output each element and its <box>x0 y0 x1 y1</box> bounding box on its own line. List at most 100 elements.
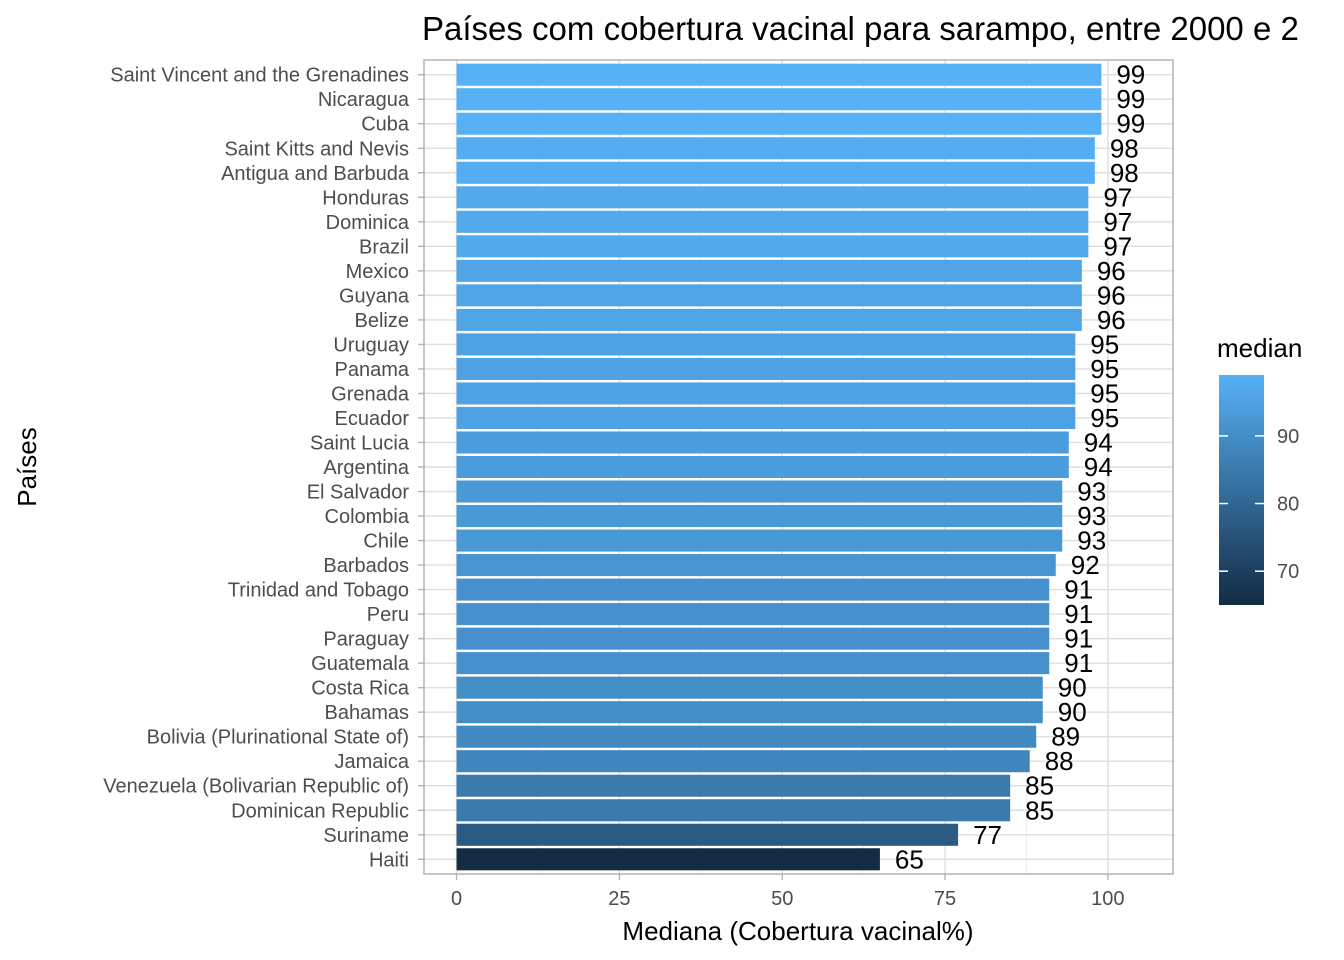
y-tick-label: Uruguay <box>333 334 409 356</box>
bar-value-label: 97 <box>1103 207 1132 237</box>
y-tick-label: Dominica <box>326 212 410 234</box>
legend-title: median <box>1217 333 1302 363</box>
y-tick-label: Trinidad and Tobago <box>228 580 409 602</box>
bar <box>456 799 1011 822</box>
bar <box>456 112 1102 135</box>
bar-value-label: 90 <box>1058 673 1087 703</box>
x-tick-label: 25 <box>608 888 630 910</box>
legend-tick-label: 70 <box>1277 561 1299 583</box>
bar <box>456 259 1082 282</box>
x-tick-label: 100 <box>1091 888 1124 910</box>
bar <box>456 701 1043 724</box>
bar-value-label: 96 <box>1097 305 1126 335</box>
legend-colorbar <box>1219 375 1264 605</box>
bar <box>456 725 1037 748</box>
x-axis-title: Mediana (Cobertura vacinal%) <box>622 916 973 946</box>
bar <box>456 529 1063 552</box>
y-tick-label: Honduras <box>322 187 409 209</box>
bar-value-label: 97 <box>1103 231 1132 261</box>
bar <box>456 505 1063 528</box>
bar-value-label: 92 <box>1071 550 1100 580</box>
y-tick-label: Saint Lucia <box>310 432 410 454</box>
y-tick-label: Argentina <box>323 457 409 479</box>
bar-value-label: 96 <box>1097 256 1126 286</box>
y-tick-label: Bahamas <box>325 702 410 724</box>
bar-value-label: 85 <box>1025 771 1054 801</box>
x-tick-label: 0 <box>451 888 462 910</box>
bar-value-label: 89 <box>1051 722 1080 752</box>
bar-value-label: 88 <box>1045 746 1074 776</box>
bar <box>456 823 959 846</box>
bar <box>456 333 1076 356</box>
bar-labels: 9999999898979797969696959595959494939393… <box>895 60 1145 875</box>
bar <box>456 406 1076 429</box>
bar <box>456 603 1050 626</box>
y-tick-label: Jamaica <box>335 751 410 773</box>
y-tick-label: Haiti <box>369 849 409 871</box>
bar-value-label: 77 <box>973 820 1002 850</box>
y-tick-label: Guyana <box>339 285 410 307</box>
bar-value-label: 91 <box>1064 624 1093 654</box>
bar <box>456 578 1050 601</box>
bar <box>456 774 1011 797</box>
bar <box>456 186 1089 209</box>
bars <box>456 63 1102 871</box>
bar-value-label: 91 <box>1064 599 1093 629</box>
bar <box>456 455 1069 479</box>
bar-value-label: 93 <box>1077 477 1106 507</box>
bar <box>456 750 1030 773</box>
bar <box>456 210 1089 233</box>
bar <box>456 652 1050 675</box>
y-tick-label: Bolivia (Plurinational State of) <box>147 727 409 749</box>
bar-value-label: 94 <box>1084 452 1113 482</box>
y-axis: Saint Vincent and the GrenadinesNicaragu… <box>103 65 424 871</box>
y-tick-label: Dominican Republic <box>231 800 409 822</box>
bar <box>456 284 1082 307</box>
bar-value-label: 94 <box>1084 427 1113 457</box>
y-tick-label: Ecuador <box>335 408 410 430</box>
bar <box>456 235 1089 258</box>
bar <box>456 676 1043 699</box>
y-tick-label: Colombia <box>325 506 410 528</box>
bar-value-label: 90 <box>1058 697 1087 727</box>
y-tick-label: Saint Kitts and Nevis <box>224 138 409 160</box>
y-tick-label: Guatemala <box>311 653 410 675</box>
y-tick-label: Venezuela (Bolivarian Republic of) <box>103 776 409 798</box>
x-tick-label: 50 <box>771 888 793 910</box>
legend-tick-label: 90 <box>1277 426 1299 448</box>
y-tick-label: Brazil <box>359 236 409 258</box>
bar <box>456 848 880 871</box>
bar-value-label: 98 <box>1110 133 1139 163</box>
bar <box>456 308 1082 331</box>
y-tick-label: Costa Rica <box>311 678 410 700</box>
bar <box>456 357 1076 380</box>
y-tick-label: Paraguay <box>323 629 409 651</box>
bar-value-label: 95 <box>1090 329 1119 359</box>
bar-value-label: 91 <box>1064 575 1093 605</box>
y-axis-title: Países <box>12 427 42 507</box>
bar-value-label: 85 <box>1025 795 1054 825</box>
bar <box>456 137 1095 160</box>
y-tick-label: Panama <box>335 359 410 381</box>
bar-value-label: 99 <box>1116 60 1145 90</box>
y-tick-label: Suriname <box>323 825 409 847</box>
bar <box>456 554 1056 577</box>
bar-value-label: 95 <box>1090 378 1119 408</box>
bar <box>456 63 1102 86</box>
legend-tick-label: 80 <box>1277 494 1299 516</box>
y-tick-label: Peru <box>367 604 409 626</box>
chart-title: Países com cobertura vacinal para saramp… <box>422 10 1299 47</box>
bar <box>456 627 1050 650</box>
bar-value-label: 95 <box>1090 354 1119 384</box>
y-tick-label: Chile <box>363 531 409 553</box>
y-tick-label: Belize <box>355 310 409 332</box>
bar <box>456 88 1102 111</box>
bar-value-label: 99 <box>1116 109 1145 139</box>
y-tick-label: El Salvador <box>307 482 410 504</box>
x-tick-label: 75 <box>934 888 956 910</box>
bar-value-label: 95 <box>1090 403 1119 433</box>
y-tick-label: Nicaragua <box>318 89 410 111</box>
x-axis: 0 25 50 75 100 <box>451 874 1125 910</box>
bar-value-label: 98 <box>1110 158 1139 188</box>
